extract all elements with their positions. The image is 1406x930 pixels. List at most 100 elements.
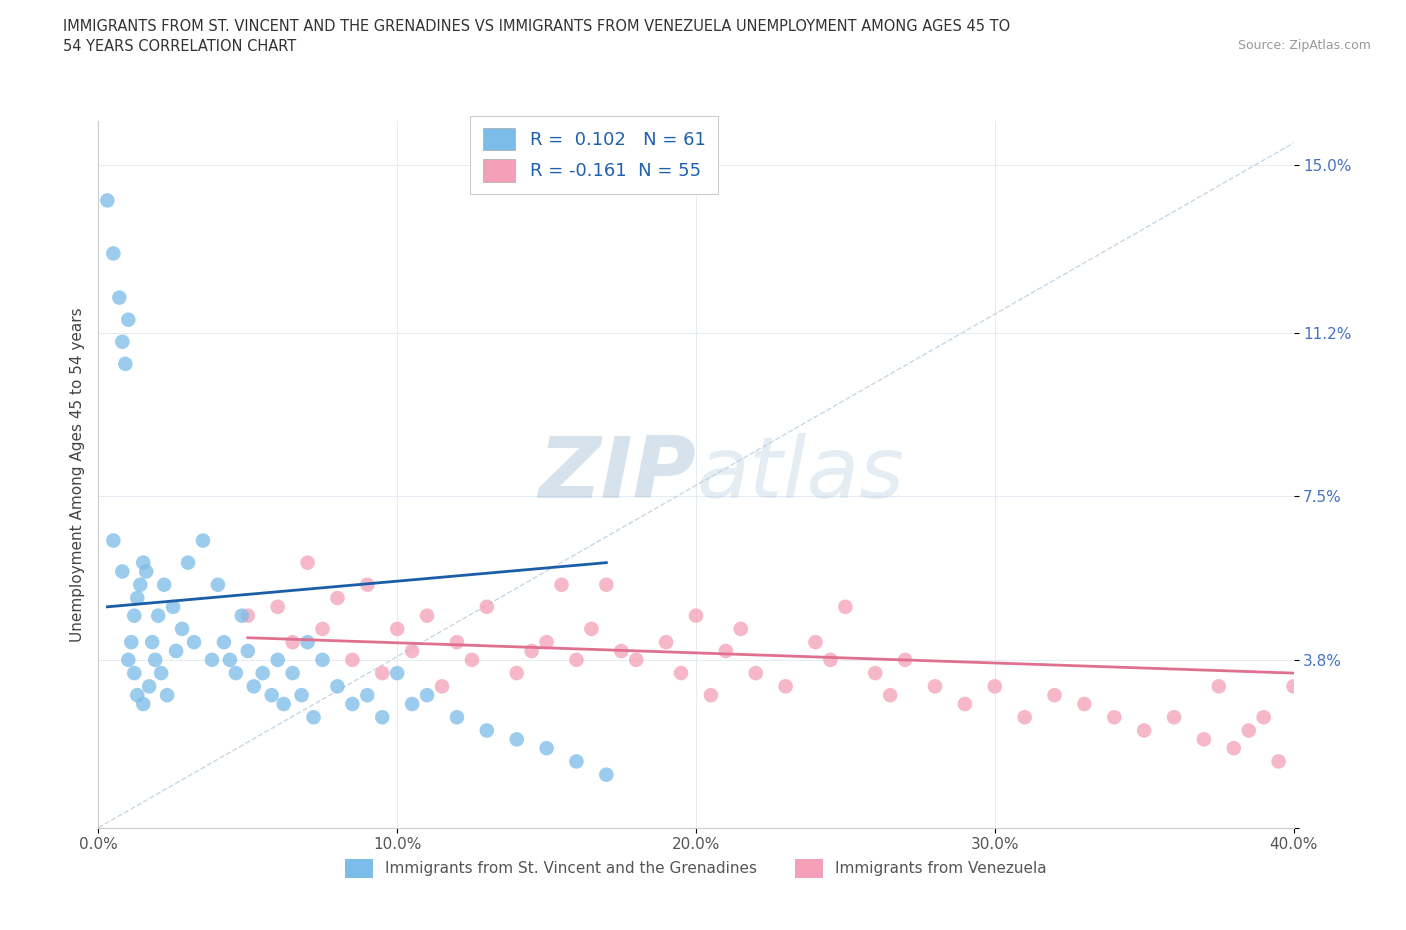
Point — [127, 688, 149, 703]
Point — [536, 740, 558, 755]
Point — [745, 666, 768, 681]
Point — [165, 644, 187, 658]
Point — [127, 591, 149, 605]
Point — [595, 578, 617, 592]
Text: 54 YEARS CORRELATION CHART: 54 YEARS CORRELATION CHART — [63, 39, 297, 54]
Point — [129, 578, 152, 592]
Point — [461, 653, 484, 668]
Point — [191, 533, 214, 548]
Point — [595, 767, 617, 782]
Point — [132, 697, 155, 711]
Point — [775, 679, 797, 694]
Point — [111, 564, 134, 578]
Point — [132, 555, 155, 570]
Point — [1282, 679, 1305, 694]
Point — [550, 578, 572, 592]
Point — [371, 666, 394, 681]
Point — [219, 653, 242, 668]
Point — [1104, 710, 1126, 724]
Point — [148, 608, 170, 623]
Point — [172, 621, 194, 636]
Point — [581, 621, 603, 636]
Point — [120, 634, 142, 649]
Text: IMMIGRANTS FROM ST. VINCENT AND THE GRENADINES VS IMMIGRANTS FROM VENEZUELA UNEM: IMMIGRANTS FROM ST. VINCENT AND THE GREN… — [63, 19, 1011, 33]
Point — [669, 666, 692, 681]
Point — [114, 356, 136, 371]
Point — [879, 688, 901, 703]
Point — [260, 688, 283, 703]
Point — [730, 621, 752, 636]
Point — [475, 600, 498, 615]
Point — [96, 193, 118, 208]
Point — [243, 679, 266, 694]
Point — [506, 732, 529, 747]
Point — [1014, 710, 1036, 724]
Point — [1208, 679, 1230, 694]
Point — [385, 621, 409, 636]
Point — [252, 666, 274, 681]
Point — [371, 710, 394, 724]
Point — [700, 688, 723, 703]
Legend: Immigrants from St. Vincent and the Grenadines, Immigrants from Venezuela: Immigrants from St. Vincent and the Gren… — [339, 853, 1053, 884]
Point — [1163, 710, 1185, 724]
Point — [953, 697, 976, 711]
Point — [356, 578, 378, 592]
Point — [212, 634, 235, 649]
Point — [565, 754, 588, 769]
Point — [135, 564, 157, 578]
Text: ZIP: ZIP — [538, 432, 696, 516]
Point — [804, 634, 827, 649]
Point — [834, 600, 856, 615]
Point — [183, 634, 205, 649]
Point — [103, 246, 125, 261]
Point — [430, 679, 453, 694]
Point — [1267, 754, 1289, 769]
Point — [273, 697, 295, 711]
Point — [1043, 688, 1066, 703]
Point — [201, 653, 224, 668]
Point — [520, 644, 543, 658]
Point — [141, 634, 163, 649]
Point — [281, 634, 304, 649]
Point — [924, 679, 946, 694]
Point — [143, 653, 166, 668]
Point — [225, 666, 247, 681]
Text: Source: ZipAtlas.com: Source: ZipAtlas.com — [1237, 39, 1371, 52]
Point — [1133, 724, 1156, 738]
Point — [236, 644, 259, 658]
Point — [894, 653, 917, 668]
Point — [1192, 732, 1215, 747]
Point — [342, 697, 364, 711]
Point — [153, 578, 176, 592]
Point — [536, 634, 558, 649]
Point — [1073, 697, 1095, 711]
Point — [138, 679, 160, 694]
Point — [291, 688, 314, 703]
Point — [302, 710, 325, 724]
Point — [416, 688, 439, 703]
Point — [297, 634, 319, 649]
Point — [156, 688, 179, 703]
Point — [281, 666, 304, 681]
Point — [124, 608, 146, 623]
Point — [236, 608, 259, 623]
Point — [475, 724, 498, 738]
Point — [506, 666, 529, 681]
Point — [124, 666, 146, 681]
Point — [820, 653, 842, 668]
Point — [311, 621, 333, 636]
Point — [326, 591, 349, 605]
Point — [162, 600, 184, 615]
Point — [655, 634, 678, 649]
Point — [342, 653, 364, 668]
Point — [1237, 724, 1260, 738]
Point — [714, 644, 737, 658]
Point — [108, 290, 131, 305]
Point — [865, 666, 887, 681]
Point — [117, 653, 139, 668]
Text: atlas: atlas — [696, 432, 904, 516]
Point — [685, 608, 707, 623]
Point — [297, 555, 319, 570]
Point — [610, 644, 633, 658]
Point — [401, 644, 423, 658]
